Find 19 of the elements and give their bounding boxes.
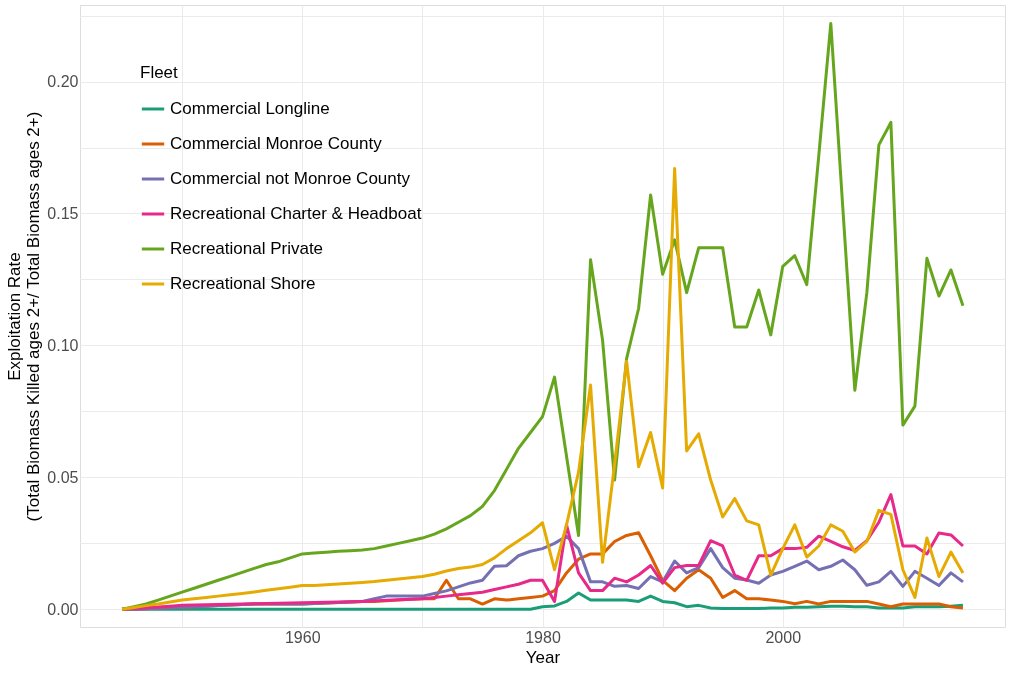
y-tick-label: 0.00 [47,600,79,618]
legend-label: Recreational Private [170,239,324,258]
legend-title: Fleet [140,63,179,82]
line-series [120,167,965,611]
y-tick-label: 0.05 [47,468,79,486]
x-tick-label: 1960 [284,628,321,646]
legend-label: Recreational Charter & Headboat [170,204,422,223]
y-axis-title: Exploitation Rate (Total Biomass Killed ages 2+/ Total Biomass ages 2+) [5,111,44,522]
y-tick-label: 0.10 [47,336,79,354]
line-series [120,21,965,611]
legend-label: Commercial not Monroe County [170,169,411,188]
legend-label: Commercial Monroe County [170,134,383,153]
legend-label: Commercial Longline [170,99,330,118]
legend-label: Recreational Shore [170,274,316,293]
x-tick-label: 2000 [765,628,802,646]
x-tick-label: 1980 [525,628,561,646]
x-axis-title: Year [525,647,561,667]
y-tick-label: 0.20 [47,73,79,91]
y-tick-label: 0.15 [47,204,79,222]
